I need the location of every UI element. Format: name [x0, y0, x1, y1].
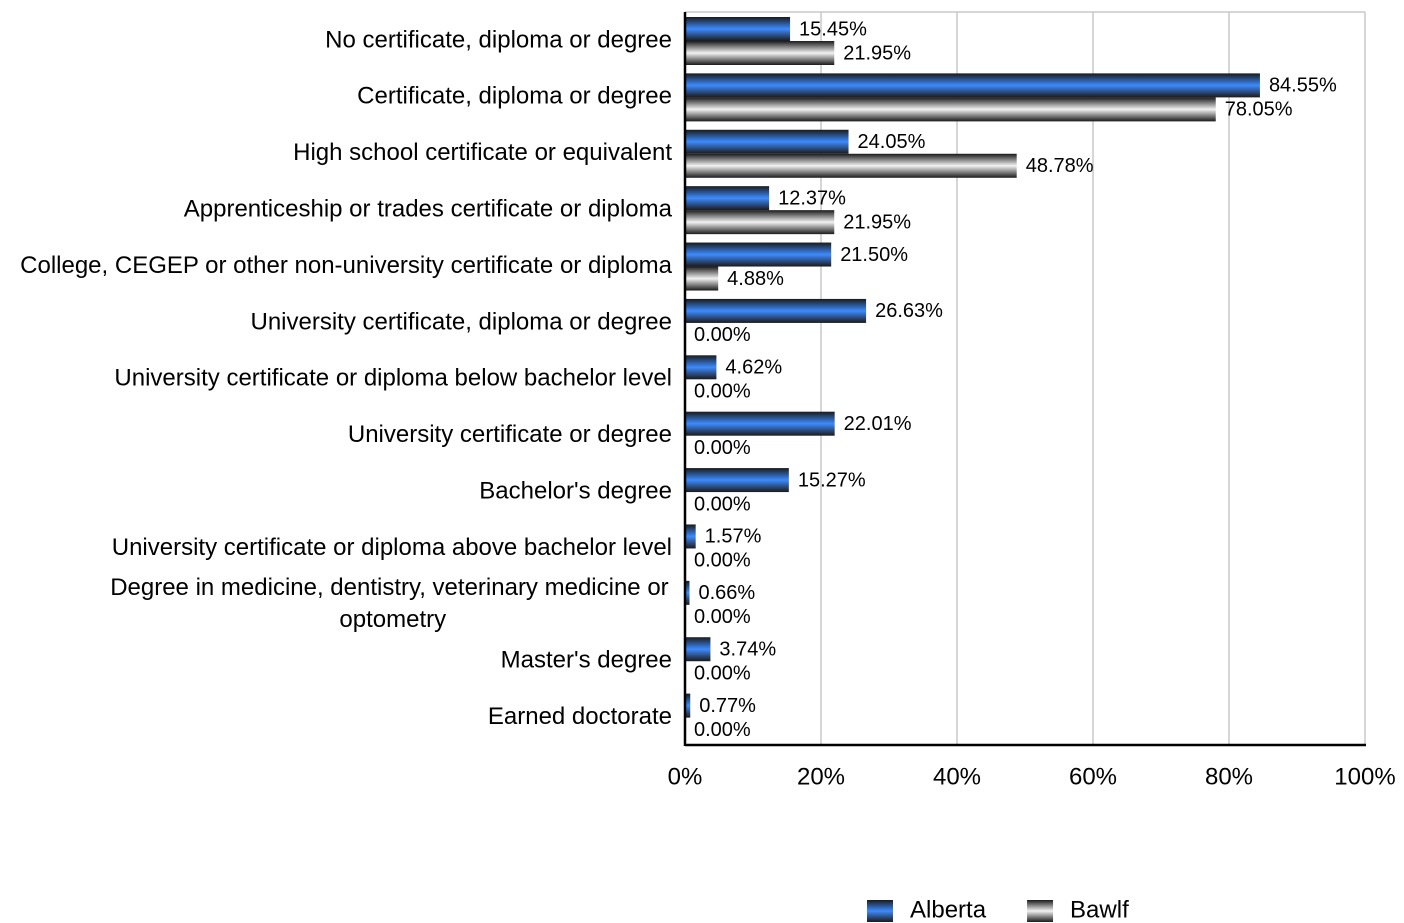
value-label: 0.00%: [694, 663, 751, 685]
x-tick-label: 0%: [668, 763, 703, 790]
value-label: 0.00%: [694, 719, 751, 741]
bar: [685, 17, 791, 41]
y-tick-label: University certificate or diploma below …: [114, 365, 672, 392]
value-label: 3.74%: [719, 639, 776, 661]
bar: [685, 637, 711, 662]
value-label: 21.50%: [840, 244, 908, 266]
bar: [685, 298, 867, 323]
bar: [685, 41, 835, 65]
bar: [685, 242, 832, 267]
y-tick-label: University certificate or degree: [348, 421, 672, 448]
value-label: 0.77%: [699, 695, 756, 717]
bar: [685, 524, 696, 549]
value-label: 24.05%: [858, 131, 926, 153]
value-label: 78.05%: [1225, 99, 1293, 121]
value-label: 15.27%: [798, 469, 866, 491]
legend-label: Alberta: [910, 896, 987, 923]
bar: [685, 468, 789, 493]
value-label: 1.57%: [705, 526, 762, 548]
bar: [685, 73, 1260, 98]
value-label: 0.00%: [694, 493, 751, 515]
value-label: 84.55%: [1269, 75, 1337, 97]
bar: [685, 266, 719, 291]
value-label: 26.63%: [875, 300, 943, 322]
value-label: 48.78%: [1026, 155, 1094, 177]
bar: [685, 186, 770, 211]
legend-swatch: [867, 900, 893, 922]
value-label: 4.62%: [725, 357, 782, 379]
value-label: 0.00%: [694, 324, 751, 346]
value-label: 4.88%: [727, 268, 784, 290]
y-tick-label: College, CEGEP or other non-university c…: [20, 252, 673, 279]
value-label: 22.01%: [844, 413, 912, 435]
legend-label: Bawlf: [1070, 896, 1129, 923]
bar: [685, 210, 835, 235]
bar: [685, 129, 849, 154]
value-label: 0.00%: [694, 381, 751, 403]
bar: [685, 97, 1216, 122]
bar: [685, 153, 1017, 178]
y-tick-label: No certificate, diploma or degree: [325, 26, 672, 53]
bar: [685, 580, 690, 605]
bar: [685, 411, 835, 436]
value-label: 12.37%: [778, 187, 846, 209]
y-tick-label: Earned doctorate: [488, 703, 672, 730]
x-tick-label: 100%: [1334, 763, 1395, 790]
y-tick-label: Degree in medicine, dentistry, veterinar…: [110, 574, 675, 633]
x-tick-label: 80%: [1205, 763, 1253, 790]
bar: [685, 693, 691, 718]
y-tick-label: Certificate, diploma or degree: [357, 83, 672, 110]
y-tick-label: Bachelor's degree: [479, 477, 672, 504]
y-tick-label: University certificate, diploma or degre…: [250, 308, 672, 335]
value-label: 21.95%: [843, 211, 911, 233]
bar: [685, 355, 717, 380]
value-label: 0.00%: [694, 606, 751, 628]
y-tick-label: University certificate or diploma above …: [112, 534, 672, 561]
value-label: 21.95%: [843, 42, 911, 64]
x-tick-label: 40%: [933, 763, 981, 790]
value-label: 0.00%: [694, 437, 751, 459]
y-tick-label: Master's degree: [501, 647, 672, 674]
x-tick-label: 60%: [1069, 763, 1117, 790]
legend-swatch: [1027, 900, 1054, 922]
value-label: 15.45%: [799, 18, 867, 40]
value-label: 0.66%: [698, 582, 755, 604]
y-tick-label: High school certificate or equivalent: [293, 139, 672, 166]
value-label: 0.00%: [694, 550, 751, 572]
x-tick-label: 20%: [797, 763, 845, 790]
y-tick-label: Apprenticeship or trades certificate or …: [184, 195, 673, 222]
